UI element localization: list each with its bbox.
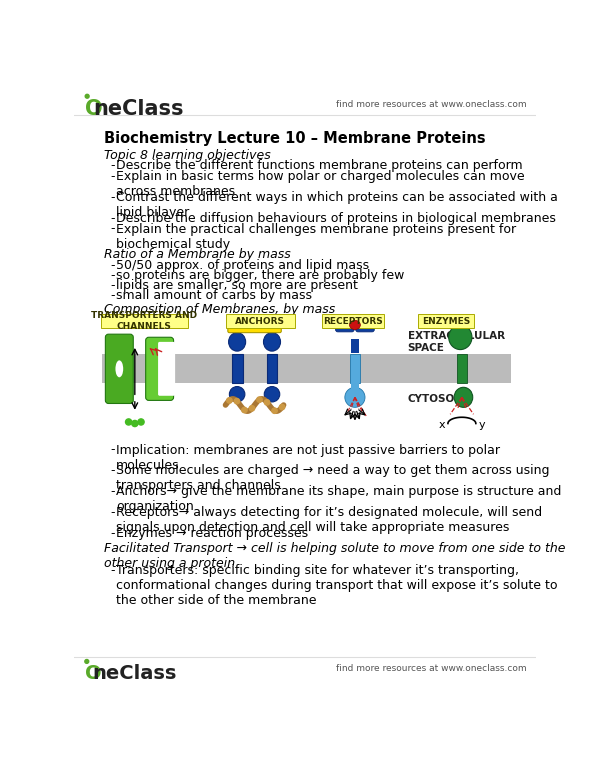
Bar bbox=[226, 314, 295, 328]
Text: 50/50 approx. of proteins and lipid mass: 50/50 approx. of proteins and lipid mass bbox=[116, 259, 369, 272]
Text: neClass: neClass bbox=[93, 99, 183, 119]
Ellipse shape bbox=[230, 387, 245, 402]
Circle shape bbox=[131, 420, 138, 427]
Text: -: - bbox=[110, 279, 114, 292]
Text: y: y bbox=[479, 420, 486, 430]
Text: Contrast the different ways in which proteins can be associated with a
lipid bil: Contrast the different ways in which pro… bbox=[116, 191, 558, 219]
Ellipse shape bbox=[264, 387, 280, 402]
FancyBboxPatch shape bbox=[146, 337, 174, 400]
Text: -: - bbox=[110, 506, 114, 519]
Circle shape bbox=[264, 400, 270, 405]
Text: small amount of carbs by mass: small amount of carbs by mass bbox=[116, 289, 312, 302]
Ellipse shape bbox=[264, 333, 280, 351]
Text: ENZYMES: ENZYMES bbox=[422, 316, 471, 326]
Text: O: O bbox=[85, 99, 103, 119]
Text: Receptors→ always detecting for it’s designated molecule, will send
signals upon: Receptors→ always detecting for it’s des… bbox=[116, 506, 543, 534]
Text: -: - bbox=[110, 159, 114, 172]
Text: -: - bbox=[110, 527, 114, 540]
Text: Facilitated Transport → cell is helping solute to move from one side to the
othe: Facilitated Transport → cell is helping … bbox=[104, 542, 565, 570]
Text: Ratio of a Membrane by mass: Ratio of a Membrane by mass bbox=[104, 248, 290, 261]
Circle shape bbox=[85, 659, 89, 664]
Circle shape bbox=[138, 419, 144, 425]
Text: Explain the practical challenges membrane proteins present for
biochemical study: Explain the practical challenges membran… bbox=[116, 223, 516, 250]
Circle shape bbox=[249, 406, 255, 411]
Text: Describe the different functions membrane proteins can perform: Describe the different functions membran… bbox=[116, 159, 523, 172]
Ellipse shape bbox=[349, 320, 361, 330]
Circle shape bbox=[126, 419, 131, 425]
Text: x: x bbox=[438, 420, 445, 430]
Ellipse shape bbox=[454, 387, 472, 407]
Text: Some molecules are charged → need a way to get them across using
transporters an: Some molecules are charged → need a way … bbox=[116, 464, 550, 492]
Text: -: - bbox=[110, 444, 114, 457]
Text: Explain in basic terms how polar or charged molecules can move
across membranes: Explain in basic terms how polar or char… bbox=[116, 170, 525, 198]
Circle shape bbox=[85, 95, 89, 98]
Circle shape bbox=[227, 398, 232, 403]
Text: Anchors→ give the membrane its shape, main purpose is structure and
organization: Anchors→ give the membrane its shape, ma… bbox=[116, 485, 562, 513]
Text: -: - bbox=[110, 223, 114, 236]
Text: Topic 8 learning objectives: Topic 8 learning objectives bbox=[104, 149, 271, 162]
Bar bbox=[349, 354, 361, 383]
Text: EXTRACELLULAR
SPACE: EXTRACELLULAR SPACE bbox=[408, 331, 505, 353]
Text: neClass: neClass bbox=[92, 664, 177, 683]
Text: RECEPTORS: RECEPTORS bbox=[324, 316, 383, 326]
Ellipse shape bbox=[228, 333, 246, 351]
Text: find more resources at www.oneclass.com: find more resources at www.oneclass.com bbox=[336, 664, 526, 673]
Text: -: - bbox=[110, 289, 114, 302]
Text: Composition of Membranes, by mass: Composition of Membranes, by mass bbox=[104, 303, 335, 316]
FancyBboxPatch shape bbox=[336, 316, 354, 332]
Text: -: - bbox=[110, 464, 114, 477]
Text: -: - bbox=[110, 191, 114, 204]
Ellipse shape bbox=[449, 325, 472, 350]
Circle shape bbox=[234, 398, 240, 403]
Text: TRANSPORTERS AND
CHANNELS: TRANSPORTERS AND CHANNELS bbox=[91, 311, 197, 331]
FancyBboxPatch shape bbox=[105, 334, 133, 403]
Bar bbox=[102, 354, 511, 383]
Bar bbox=[457, 354, 466, 383]
Bar bbox=[351, 380, 359, 390]
Ellipse shape bbox=[345, 387, 365, 407]
Text: find more resources at www.oneclass.com: find more resources at www.oneclass.com bbox=[336, 100, 526, 109]
Bar bbox=[351, 339, 359, 353]
Text: -: - bbox=[110, 170, 114, 183]
Circle shape bbox=[280, 404, 285, 410]
Circle shape bbox=[272, 408, 277, 413]
FancyBboxPatch shape bbox=[228, 320, 281, 333]
Text: -: - bbox=[110, 259, 114, 272]
Text: ANCHORS: ANCHORS bbox=[236, 316, 286, 326]
Text: Enzymes → reaction processes: Enzymes → reaction processes bbox=[116, 527, 308, 540]
FancyBboxPatch shape bbox=[356, 316, 374, 332]
Bar bbox=[101, 314, 187, 328]
Text: Implication: membranes are not just passive barriers to polar
molecules: Implication: membranes are not just pass… bbox=[116, 444, 500, 471]
Bar bbox=[418, 314, 474, 328]
Bar bbox=[231, 354, 243, 383]
Ellipse shape bbox=[115, 360, 123, 377]
Text: lipids are smaller, so more are present: lipids are smaller, so more are present bbox=[116, 279, 358, 292]
Text: -: - bbox=[110, 485, 114, 498]
Text: Describe the diffusion behaviours of proteins in biological membranes: Describe the diffusion behaviours of pro… bbox=[116, 212, 556, 225]
Circle shape bbox=[242, 407, 247, 413]
Text: CYTOSOL: CYTOSOL bbox=[408, 394, 462, 403]
Circle shape bbox=[257, 397, 262, 403]
Text: -: - bbox=[110, 564, 114, 577]
Text: O: O bbox=[85, 664, 102, 683]
FancyBboxPatch shape bbox=[158, 342, 175, 396]
Bar bbox=[267, 354, 277, 383]
Text: Transporters: specific binding site for whatever it’s transporting,
conformation: Transporters: specific binding site for … bbox=[116, 564, 558, 607]
Text: -: - bbox=[110, 269, 114, 282]
Bar bbox=[322, 314, 384, 328]
Text: so proteins are bigger, there are probably few: so proteins are bigger, there are probab… bbox=[116, 269, 405, 282]
Text: Biochemistry Lecture 10 – Membrane Proteins: Biochemistry Lecture 10 – Membrane Prote… bbox=[104, 131, 486, 146]
Text: -: - bbox=[110, 212, 114, 225]
